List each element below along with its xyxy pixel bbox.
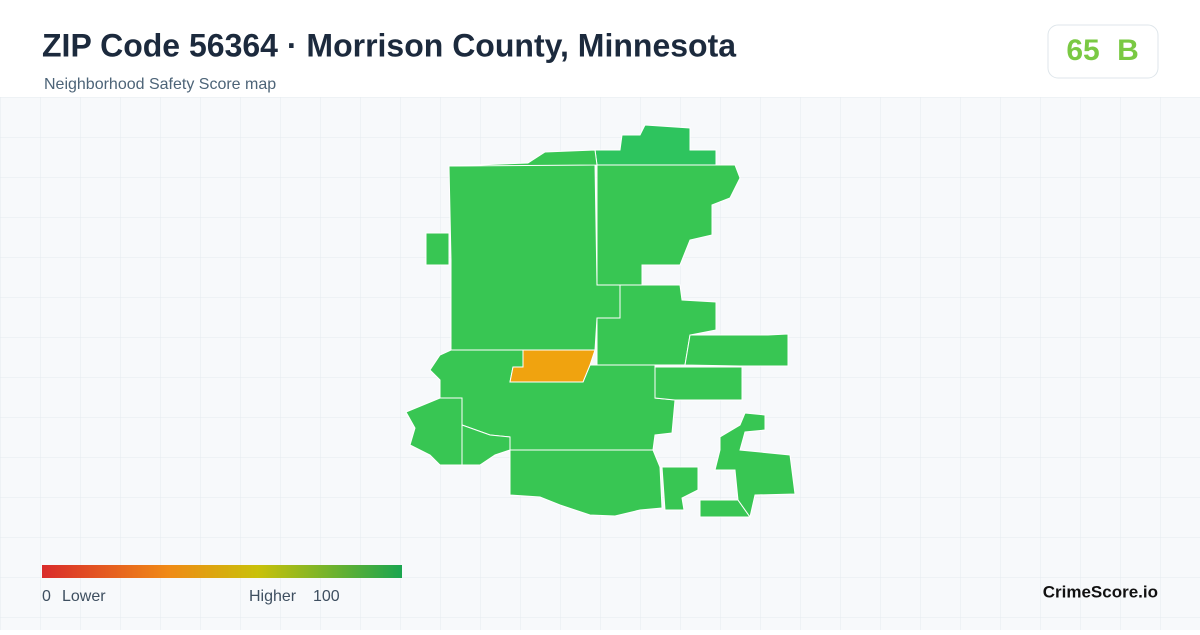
map-region xyxy=(405,397,463,466)
legend-gradient xyxy=(42,565,402,578)
map-region xyxy=(448,149,598,167)
map-region xyxy=(448,163,621,351)
legend-max-label: Higher xyxy=(249,588,297,605)
legend-min: 0 xyxy=(42,588,51,605)
map-region xyxy=(509,449,663,517)
score-badge xyxy=(1047,24,1159,79)
map-region xyxy=(425,232,450,266)
map-region xyxy=(654,366,743,401)
map xyxy=(405,124,796,519)
map-region xyxy=(661,466,699,511)
score-value: 65 xyxy=(1066,34,1099,67)
score-grade: B xyxy=(1117,34,1139,67)
legend-min-label: Lower xyxy=(62,588,106,605)
map-region xyxy=(684,333,789,367)
header-bg xyxy=(0,0,1200,97)
subtitle: Neighborhood Safety Score map xyxy=(44,76,276,93)
brand: CrimeScore.io xyxy=(1043,582,1158,601)
title: ZIP Code 56364 · Morrison County, Minnes… xyxy=(42,27,736,63)
map-region xyxy=(714,412,796,519)
map-region xyxy=(509,349,596,383)
legend-max: 100 xyxy=(313,588,340,605)
map-region xyxy=(461,424,511,466)
